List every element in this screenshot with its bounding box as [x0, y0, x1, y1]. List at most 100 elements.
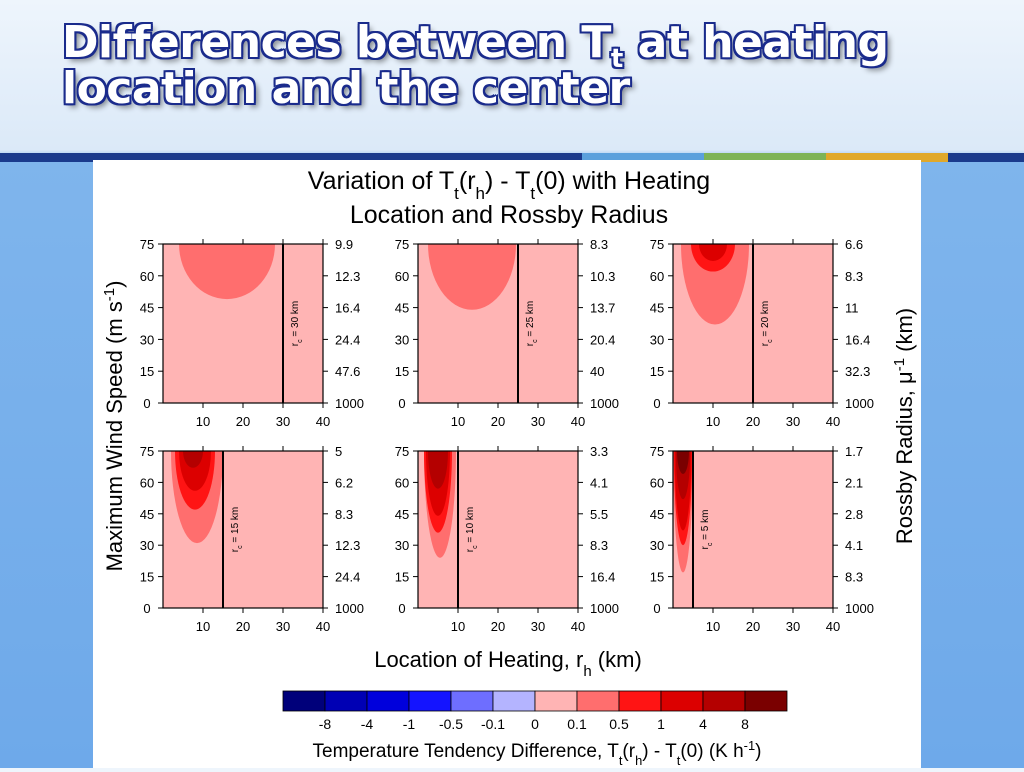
y-tick-label: 30 — [395, 538, 409, 553]
slide-title-line-1: Differences between Tt at heating — [62, 20, 889, 73]
rc-label: rc = 25 km — [525, 301, 539, 346]
chart-title-line-1-part: h — [476, 184, 485, 203]
y-axis-label-left-part: -1 — [101, 288, 118, 301]
colorbar-title-part: h — [635, 753, 642, 768]
x-tick-label: 30 — [531, 619, 545, 634]
x-tick-label: 10 — [706, 414, 720, 429]
chart-title-line-1-part: Variation of T — [308, 167, 454, 195]
colorbar-title-part: t — [677, 753, 681, 768]
y-tick-label: 60 — [140, 269, 154, 284]
x-tick-label: 20 — [236, 619, 250, 634]
rossby-tick-label: 3.3 — [590, 444, 608, 459]
y-tick-label: 15 — [140, 364, 154, 379]
x-axis-label-part: Location of Heating, r — [374, 647, 583, 672]
x-tick-label: 40 — [316, 414, 330, 429]
rossby-tick-label: 47.6 — [335, 364, 360, 379]
x-tick-label: 10 — [451, 414, 465, 429]
colorbar-title-part: ) - T — [642, 741, 677, 762]
rossby-tick-label: 5.5 — [590, 507, 608, 522]
contour-regions — [171, 451, 223, 544]
colorbar: -8 -4 -1 -0.5 -0.1 0 0.1 0.5 1 4 8 Temperature Tend… — [282, 690, 788, 768]
panel-rc-20: rc = 20 km 0 1000 15 32.3 30 16.4 45 11 60 8.3 75 6.… — [650, 237, 874, 429]
panel-rc-10: rc = 10 km 0 1000 15 16.4 30 8.3 45 5.5 60 4.1 75 3.… — [395, 444, 619, 634]
contour-regions — [428, 244, 516, 310]
x-tick-label: 10 — [451, 619, 465, 634]
y-tick-label: 75 — [395, 444, 409, 459]
panel-rc-5: rc = 5 km 0 1000 15 8.3 30 4.1 45 2.8 60 2.1 75 1.7 1… — [650, 444, 874, 634]
rossby-tick-label: 8.3 — [335, 507, 353, 522]
rc-label: rc = 30 km — [290, 301, 304, 346]
rossby-tick-label: 32.3 — [845, 364, 870, 379]
y-tick-label: 0 — [653, 601, 660, 616]
rc-label: rc = 20 km — [760, 301, 774, 346]
colorbar-swatch — [408, 690, 452, 712]
slide-title: Differences between Tt at heating locati… — [62, 20, 889, 114]
y-tick-label: 15 — [650, 570, 664, 585]
contour-level-8 — [677, 451, 689, 474]
panel-rc-15: rc = 15 km 0 1000 15 24.4 30 12.3 45 8.3 60 6.2 75 5… — [140, 444, 364, 634]
x-tick-label: 20 — [491, 619, 505, 634]
rossby-tick-label: 16.4 — [590, 570, 615, 585]
x-tick-label: 20 — [746, 414, 760, 429]
rossby-tick-label: 40 — [590, 364, 604, 379]
colorbar-title-part: -1 — [744, 738, 755, 753]
panel-rc-25: rc = 25 km 0 1000 15 40 30 20.4 45 13.7 60 10.3 75 8… — [395, 237, 619, 429]
y-tick-label: 75 — [650, 237, 664, 252]
rc-label-sub: c — [472, 545, 479, 549]
rc-label-sub: c — [297, 339, 304, 343]
colorbar-label: 1 — [657, 716, 665, 732]
colorbar-swatch — [702, 690, 746, 712]
rossby-tick-label: 6.2 — [335, 475, 353, 490]
y-axis-label-left-part: ) — [102, 281, 127, 288]
x-tick-label: 40 — [571, 414, 585, 429]
rossby-tick-label: 1000 — [590, 601, 619, 616]
contour-regions — [681, 244, 749, 325]
y-tick-label: 15 — [395, 570, 409, 585]
rossby-tick-label: 9.9 — [335, 237, 353, 252]
slide-title-line-2: location and the center — [62, 63, 630, 114]
rc-label-value: = 15 km — [230, 507, 241, 546]
y-tick-label: 75 — [395, 237, 409, 252]
y-tick-label: 45 — [140, 301, 154, 316]
rossby-tick-label: 6.6 — [845, 237, 863, 252]
y-tick-label: 30 — [650, 332, 664, 347]
chart-title-line-1-part: (0) with Heating — [535, 167, 710, 195]
colorbar-label: -1 — [403, 716, 416, 732]
rossby-tick-label: 2.8 — [845, 507, 863, 522]
x-axis-label-part: h — [583, 663, 591, 680]
rc-label-value: = 25 km — [525, 301, 536, 340]
colorbar-label: -0.5 — [439, 716, 463, 732]
chart-title-line-1-part: (r — [459, 167, 476, 195]
y-tick-label: 15 — [140, 570, 154, 585]
rc-label-sub: c — [237, 545, 244, 549]
colorbar-title: Temperature Tendency Difference, Tt(rh) … — [313, 738, 762, 768]
rc-label: rc = 15 km — [230, 507, 244, 552]
rc-label-sub: c — [707, 542, 714, 546]
rossby-tick-label: 4.1 — [590, 475, 608, 490]
title-subscript: t — [610, 44, 623, 74]
y-tick-label: 45 — [395, 301, 409, 316]
colorbar-title-part: t — [619, 753, 623, 768]
x-tick-label: 40 — [316, 619, 330, 634]
x-tick-label: 10 — [706, 619, 720, 634]
rossby-tick-label: 16.4 — [845, 332, 870, 347]
colorbar-swatch — [744, 690, 788, 712]
colorbar-label: 8 — [741, 716, 749, 732]
stripe-4 — [826, 153, 948, 162]
y-tick-label: 45 — [650, 301, 664, 316]
rossby-tick-label: 12.3 — [335, 538, 360, 553]
rossby-tick-label: 1.7 — [845, 444, 863, 459]
y-tick-label: 30 — [140, 538, 154, 553]
rossby-tick-label: 1000 — [335, 601, 364, 616]
x-tick-label: 30 — [276, 619, 290, 634]
y-tick-label: 75 — [140, 237, 154, 252]
figure-panel: Variation of Tt(rh) - Tt(0) with Heating… — [93, 160, 921, 768]
stripe-3 — [704, 153, 826, 162]
rc-label-symbol: r — [465, 548, 476, 552]
colorbar-swatch — [576, 690, 620, 712]
colorbar-swatch — [366, 690, 410, 712]
rc-label-value: = 20 km — [760, 301, 771, 340]
colorbar-label: -0.1 — [481, 716, 505, 732]
rossby-tick-label: 11 — [845, 301, 859, 316]
y-tick-label: 45 — [140, 507, 154, 522]
